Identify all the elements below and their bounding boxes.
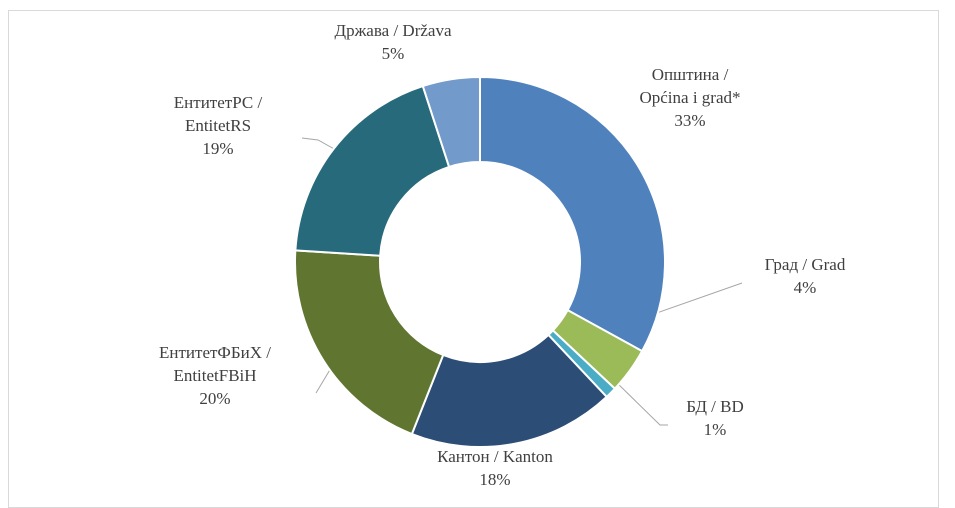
donut-slice (421, 75, 481, 169)
donut-slice (410, 333, 609, 448)
value-label: 20% (199, 389, 230, 408)
slice-label: Кантон / Kanton (437, 447, 553, 466)
slice-label: Град / Grad (765, 255, 846, 274)
slice-label: Држава / Država (334, 21, 451, 40)
label-line: Град / Grad (765, 255, 846, 274)
slice-label: Општина / Općina i grad* (639, 65, 740, 107)
slice-label: ЕнтитетРС / EntitetRS (174, 93, 263, 135)
label-line: ЕнтитетФБиХ / (159, 343, 271, 362)
slice-label: ЕнтитетФБиХ / EntitetFBiH (159, 343, 271, 385)
label-line: Općina i grad* (639, 88, 740, 107)
slice-label: БД / BD (686, 397, 744, 416)
leader-line (611, 377, 668, 426)
donut-slice (294, 249, 445, 436)
label-line: БД / BD (686, 397, 744, 416)
label-line: Општина / (652, 65, 729, 84)
donut-slice (479, 75, 666, 353)
value-label: 19% (202, 139, 233, 158)
value-label: 1% (704, 420, 727, 439)
value-label: 33% (674, 111, 705, 130)
value-label: 5% (382, 44, 405, 63)
label-line: Држава / Država (334, 21, 451, 40)
value-label: 4% (794, 278, 817, 297)
value-label: 18% (479, 470, 510, 489)
donut-slice (294, 84, 451, 257)
label-line: EntitetRS (185, 116, 251, 135)
label-line: ЕнтитетРС / (174, 93, 263, 112)
label-line: EntitetFBiH (173, 366, 256, 385)
label-line: Кантон / Kanton (437, 447, 553, 466)
